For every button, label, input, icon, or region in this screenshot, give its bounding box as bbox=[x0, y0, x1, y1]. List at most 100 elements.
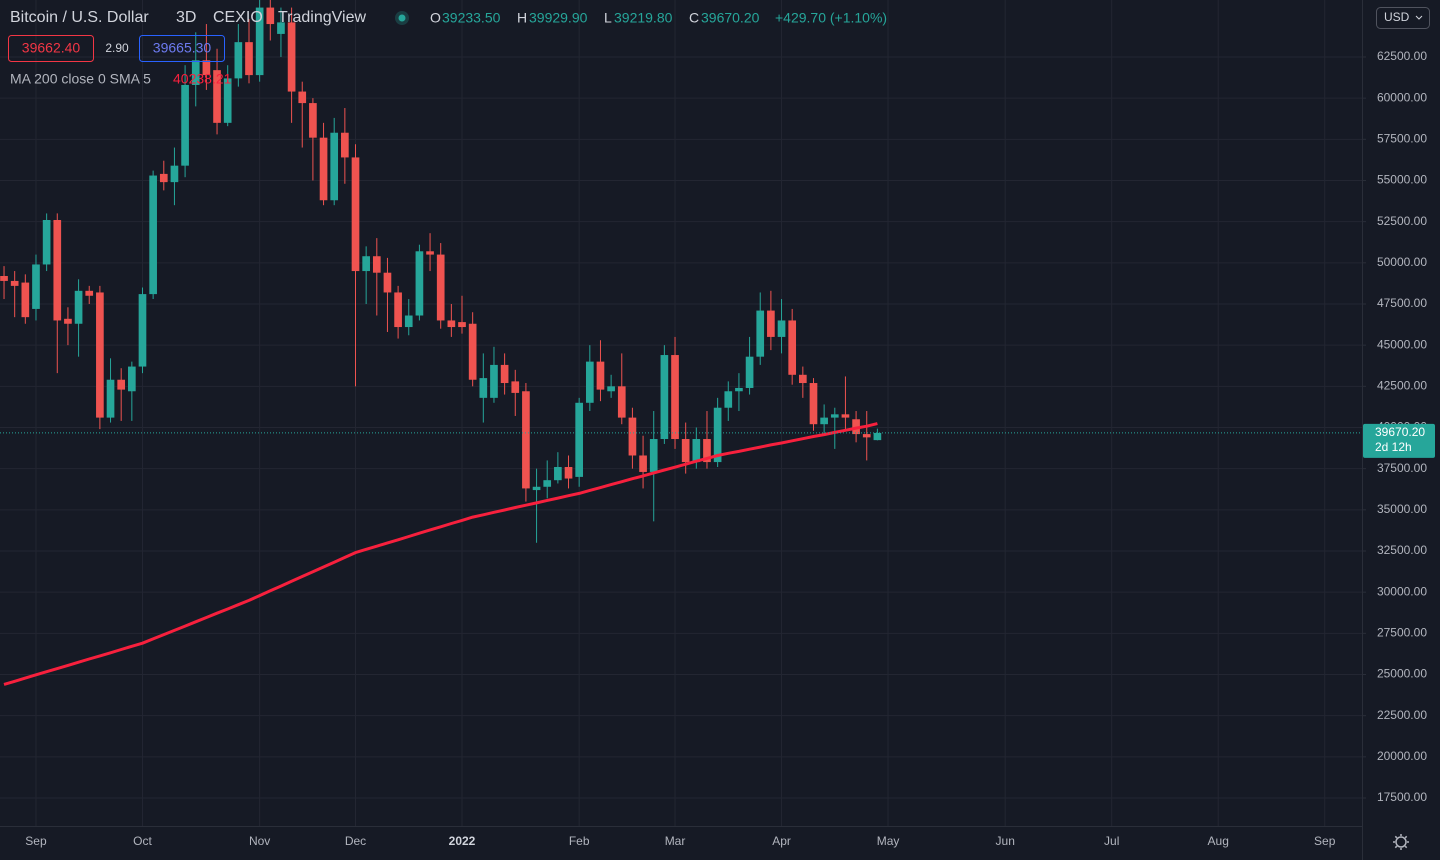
candle-body bbox=[862, 434, 871, 438]
candle-body bbox=[575, 402, 584, 477]
grid bbox=[0, 0, 1362, 826]
x-tick-label: Sep bbox=[25, 834, 47, 848]
candle-body bbox=[64, 318, 72, 324]
ohlc-label: H bbox=[517, 10, 527, 26]
y-tick-label: 20000.00 bbox=[1377, 749, 1427, 763]
symbol-title[interactable]: Bitcoin / U.S. Dollar bbox=[10, 9, 149, 26]
candle-body bbox=[522, 391, 530, 489]
y-tick-label: 17500.00 bbox=[1377, 790, 1427, 804]
plot bbox=[0, 0, 1362, 686]
candle-body bbox=[820, 417, 828, 425]
x-tick-label: Sep bbox=[1314, 834, 1336, 848]
candle-body bbox=[277, 22, 285, 34]
candle-body bbox=[287, 22, 296, 92]
x-tick-label: Apr bbox=[772, 834, 791, 848]
candle-body bbox=[426, 251, 434, 255]
candle-body bbox=[830, 414, 839, 418]
candle-body bbox=[788, 320, 797, 375]
candle-body bbox=[372, 256, 381, 273]
candle-body bbox=[490, 364, 498, 398]
x-tick-label: Nov bbox=[249, 834, 270, 848]
x-tick-label: Aug bbox=[1208, 834, 1229, 848]
ohlc-value: 39233.50 bbox=[442, 10, 501, 26]
candle-body bbox=[32, 264, 40, 309]
candle-body bbox=[585, 361, 594, 403]
ohlc-value: 39219.80 bbox=[614, 10, 673, 26]
candle-body bbox=[362, 256, 370, 272]
ma-legend[interactable]: MA 200 close 0 SMA 5 bbox=[10, 71, 151, 87]
candle-body bbox=[159, 173, 168, 183]
y-tick-label: 50000.00 bbox=[1377, 255, 1427, 269]
y-tick-label: 30000.00 bbox=[1377, 584, 1427, 598]
interval[interactable]: 3D bbox=[176, 9, 196, 26]
candle-body bbox=[468, 323, 477, 380]
change: +429.70 (+1.10%) bbox=[775, 10, 887, 26]
ohlc-value: 39670.20 bbox=[701, 10, 760, 26]
x-tick-label: Jun bbox=[996, 834, 1015, 848]
y-tick-label: 52500.00 bbox=[1377, 214, 1427, 228]
candle-body bbox=[383, 272, 392, 293]
candle-body bbox=[767, 310, 775, 337]
candle-body bbox=[149, 175, 157, 295]
candle-body bbox=[841, 414, 850, 418]
candle-body bbox=[213, 70, 221, 123]
currency[interactable]: USD bbox=[1384, 10, 1410, 24]
axes: 17500.00 20000.00 22500.00 25000.00 27500.00… bbox=[25, 49, 1435, 848]
candle-body bbox=[202, 60, 211, 76]
ohlc-label: C bbox=[689, 10, 699, 26]
candle-body bbox=[96, 292, 104, 418]
gear-teeth bbox=[1393, 834, 1409, 850]
candle-body bbox=[138, 294, 147, 367]
settings-icon[interactable] bbox=[1393, 834, 1409, 850]
candle-body bbox=[745, 356, 754, 388]
x-tick-label: Feb bbox=[569, 834, 590, 848]
candle-body bbox=[255, 7, 264, 76]
candle-body bbox=[479, 378, 488, 398]
sell-button[interactable] bbox=[8, 35, 94, 62]
candle-body bbox=[106, 379, 115, 418]
y-tick-label: 42500.00 bbox=[1377, 378, 1427, 392]
candle-body bbox=[298, 91, 307, 104]
ask[interactable]: 39665.30 bbox=[153, 40, 212, 56]
candle-body bbox=[330, 132, 339, 201]
candle-body bbox=[85, 290, 94, 296]
x-tick-label: 2022 bbox=[449, 834, 476, 848]
source: TradingView bbox=[278, 9, 366, 26]
candle-body bbox=[511, 381, 520, 393]
candle-body bbox=[191, 60, 200, 85]
candle-body bbox=[234, 42, 243, 79]
candle-body bbox=[223, 78, 232, 123]
ohlc-label: O bbox=[430, 10, 441, 26]
candle-body bbox=[692, 439, 701, 463]
candle-body bbox=[564, 467, 573, 479]
x-tick-label: Jul bbox=[1104, 834, 1119, 848]
spread: 2.90 bbox=[105, 41, 129, 55]
candle-body bbox=[532, 486, 541, 491]
candle-body bbox=[404, 315, 413, 328]
candle-body bbox=[660, 355, 669, 440]
ma-line bbox=[3, 422, 878, 686]
candle-body bbox=[42, 220, 51, 265]
candle-body bbox=[170, 165, 179, 183]
y-tick-label: 35000.00 bbox=[1377, 502, 1427, 516]
bid[interactable]: 39662.40 bbox=[22, 40, 81, 56]
market-status-dot bbox=[398, 14, 406, 22]
candle-body bbox=[0, 275, 8, 281]
currency-button[interactable] bbox=[1376, 7, 1430, 29]
candle-body bbox=[756, 310, 765, 357]
currency-caret bbox=[1415, 15, 1423, 20]
candle-body bbox=[181, 84, 189, 166]
candle-body bbox=[671, 355, 679, 440]
candle-body bbox=[128, 366, 136, 392]
candle-body bbox=[309, 103, 317, 138]
y-tick-label: 60000.00 bbox=[1377, 90, 1427, 104]
candle-body bbox=[74, 290, 83, 324]
buy-button[interactable] bbox=[139, 35, 225, 62]
candle-body bbox=[554, 467, 562, 481]
candle-body bbox=[53, 220, 62, 321]
exchange: CEXIO bbox=[213, 9, 263, 26]
candle-body bbox=[394, 292, 402, 328]
candle-body bbox=[351, 157, 360, 272]
